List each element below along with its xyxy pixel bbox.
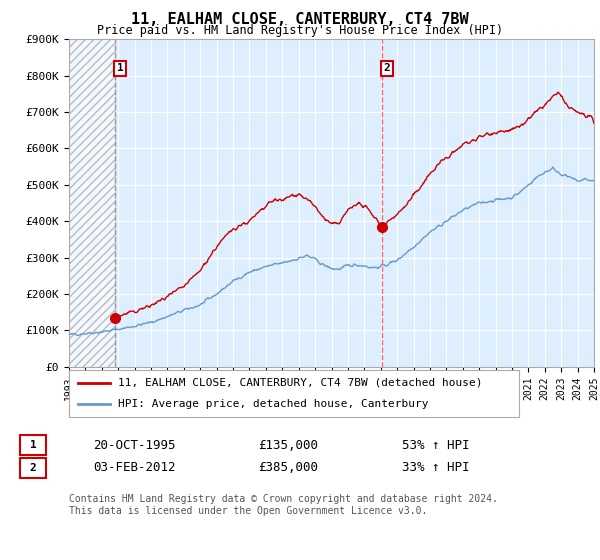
Text: 1: 1	[29, 440, 37, 450]
Text: 33% ↑ HPI: 33% ↑ HPI	[402, 461, 470, 474]
Text: Contains HM Land Registry data © Crown copyright and database right 2024.
This d: Contains HM Land Registry data © Crown c…	[69, 494, 498, 516]
Text: 11, EALHAM CLOSE, CANTERBURY, CT4 7BW: 11, EALHAM CLOSE, CANTERBURY, CT4 7BW	[131, 12, 469, 27]
Text: HPI: Average price, detached house, Canterbury: HPI: Average price, detached house, Cant…	[119, 399, 429, 409]
Text: 11, EALHAM CLOSE, CANTERBURY, CT4 7BW (detached house): 11, EALHAM CLOSE, CANTERBURY, CT4 7BW (d…	[119, 378, 483, 388]
Text: 20-OCT-1995: 20-OCT-1995	[93, 438, 176, 452]
Text: 2: 2	[384, 63, 391, 73]
Text: 03-FEB-2012: 03-FEB-2012	[93, 461, 176, 474]
Text: £385,000: £385,000	[258, 461, 318, 474]
Text: 53% ↑ HPI: 53% ↑ HPI	[402, 438, 470, 452]
Text: £135,000: £135,000	[258, 438, 318, 452]
Text: Price paid vs. HM Land Registry's House Price Index (HPI): Price paid vs. HM Land Registry's House …	[97, 24, 503, 36]
Text: 2: 2	[29, 463, 37, 473]
Text: 1: 1	[116, 63, 124, 73]
